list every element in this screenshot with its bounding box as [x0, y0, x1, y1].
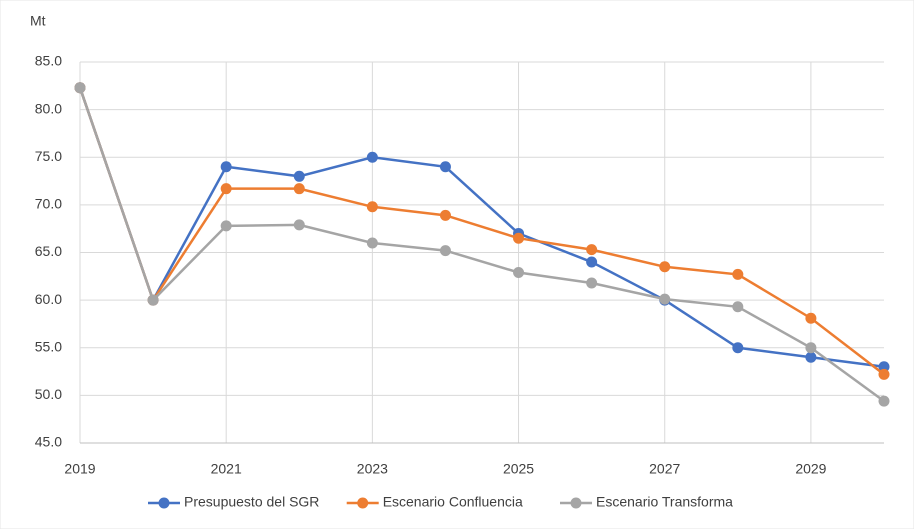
y-tick-label: 70.0 [35, 196, 62, 212]
data-point [586, 256, 598, 268]
y-tick-label: 75.0 [35, 148, 62, 164]
data-point [878, 361, 890, 373]
data-point [293, 170, 305, 182]
y-tick-label: 60.0 [35, 291, 62, 307]
data-point [220, 183, 232, 195]
legend-label: Presupuesto del SGR [184, 494, 319, 510]
data-point [732, 342, 744, 354]
x-tick-label: 2027 [649, 461, 680, 477]
x-tick-label: 2019 [64, 461, 95, 477]
data-point [659, 293, 671, 305]
legend-marker [158, 497, 170, 509]
y-tick-label: 50.0 [35, 386, 62, 402]
y-tick-label: 45.0 [35, 434, 62, 450]
data-point [586, 277, 598, 289]
data-point [805, 312, 817, 324]
y-tick-label: 65.0 [35, 243, 62, 259]
data-point [439, 161, 451, 173]
y-axis-label: Mt [30, 13, 46, 29]
data-point [878, 368, 890, 380]
legend-marker [357, 497, 369, 509]
y-tick-label: 80.0 [35, 100, 62, 116]
data-point [74, 82, 86, 94]
x-tick-label: 2029 [795, 461, 826, 477]
data-point [878, 395, 890, 407]
data-point [805, 351, 817, 363]
y-tick-label: 55.0 [35, 338, 62, 354]
x-tick-label: 2025 [503, 461, 534, 477]
data-point [732, 301, 744, 313]
data-point [366, 237, 378, 249]
x-tick-label: 2021 [211, 461, 242, 477]
legend-marker [570, 497, 582, 509]
data-point [293, 219, 305, 231]
data-point [513, 232, 525, 244]
data-point [220, 220, 232, 232]
data-point [513, 267, 525, 279]
data-point [147, 294, 159, 306]
series-line [78, 87, 885, 369]
legend-label: Escenario Confluencia [383, 494, 523, 510]
series-line [78, 87, 885, 403]
data-point [366, 151, 378, 163]
data-point [586, 244, 598, 256]
data-point [439, 209, 451, 221]
series-line [78, 87, 885, 376]
legend-label: Escenario Transforma [596, 494, 733, 510]
data-point [732, 268, 744, 280]
data-point [439, 245, 451, 257]
data-point [805, 342, 817, 354]
data-point [293, 183, 305, 195]
x-tick-label: 2023 [357, 461, 388, 477]
y-tick-label: 85.0 [35, 53, 62, 69]
data-point [220, 161, 232, 173]
data-point [659, 261, 671, 273]
data-point [366, 201, 378, 213]
